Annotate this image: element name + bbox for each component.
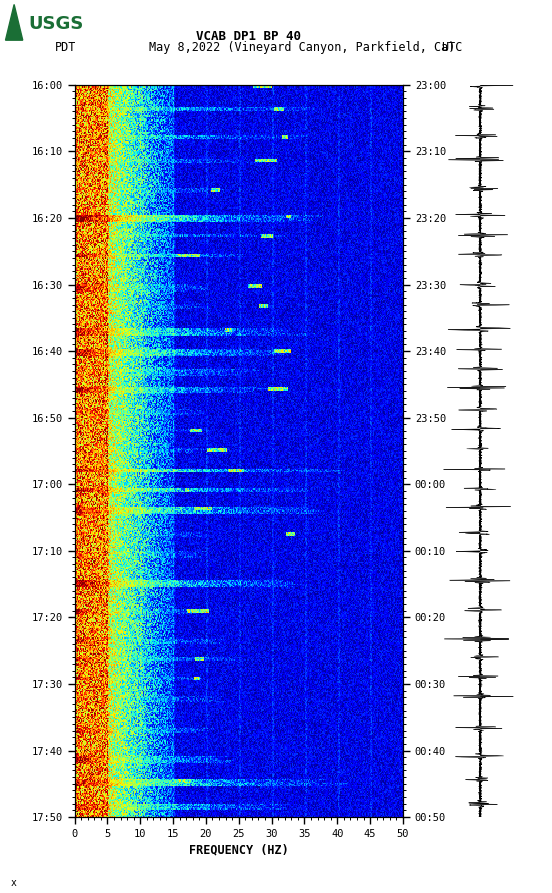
- Polygon shape: [6, 4, 23, 40]
- Text: PDT: PDT: [55, 40, 77, 54]
- X-axis label: FREQUENCY (HZ): FREQUENCY (HZ): [189, 843, 289, 856]
- Text: May 8,2022 (Vineyard Canyon, Parkfield, Ca): May 8,2022 (Vineyard Canyon, Parkfield, …: [149, 40, 455, 54]
- Text: USGS: USGS: [29, 15, 84, 33]
- Text: x: x: [11, 878, 17, 888]
- Text: UTC: UTC: [442, 40, 463, 54]
- Text: VCAB DP1 BP 40: VCAB DP1 BP 40: [196, 29, 301, 43]
